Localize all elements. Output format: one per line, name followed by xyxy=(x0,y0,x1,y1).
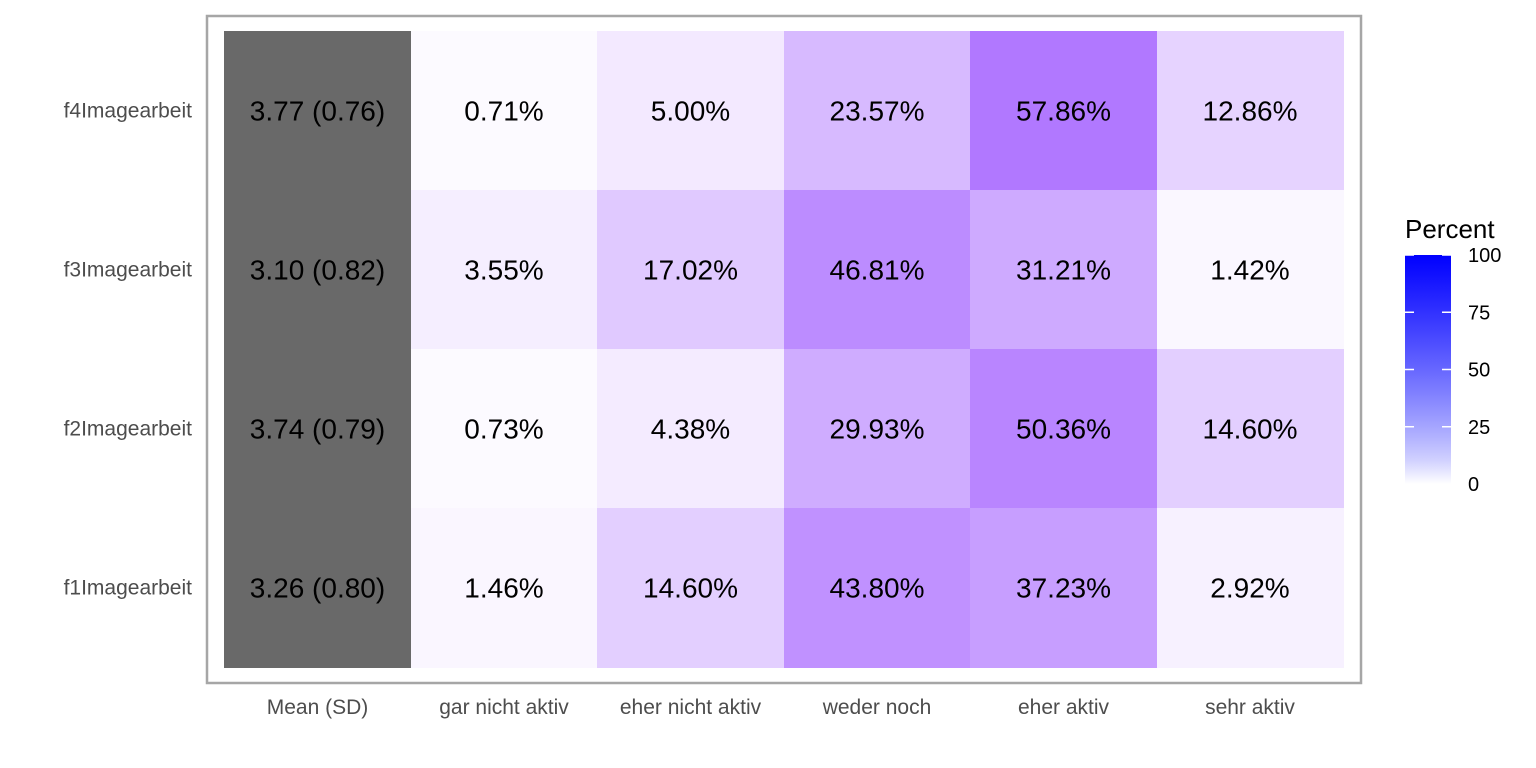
heatmap-cell xyxy=(597,349,785,509)
heatmap-cell-label: 37.23% xyxy=(1016,573,1111,604)
heatmap-cell xyxy=(970,31,1158,191)
mean-cell xyxy=(224,190,412,350)
heatmap-cell-label: 14.60% xyxy=(643,573,738,604)
heatmap-cell-label: 4.38% xyxy=(651,414,730,445)
mean-cell-label: 3.26 (0.80) xyxy=(250,573,385,604)
legend-title: Percent xyxy=(1405,214,1495,244)
color-legend: Percent 0 25 50 75 100 xyxy=(1405,214,1501,496)
heatmap-cell xyxy=(597,31,785,191)
column-label: weder noch xyxy=(822,696,932,719)
mean-cell xyxy=(224,508,412,668)
heatmap-cell-label: 29.93% xyxy=(830,414,925,445)
heatmap-cell xyxy=(784,349,971,509)
mean-cell xyxy=(224,31,412,191)
heatmap-cell-label: 17.02% xyxy=(643,255,738,286)
heatmap-cell-label: 0.73% xyxy=(464,414,543,445)
column-label: eher aktiv xyxy=(1018,696,1110,719)
heatmap-cell xyxy=(784,190,971,350)
heatmap-cell xyxy=(1157,349,1344,509)
legend-tick-label: 0 xyxy=(1468,474,1479,496)
mean-cell-label: 3.10 (0.82) xyxy=(250,255,385,286)
heatmap-cell xyxy=(970,349,1158,509)
heatmap-cell xyxy=(1157,508,1344,668)
column-label: Mean (SD) xyxy=(267,696,369,719)
column-axis-labels: Mean (SD) gar nicht aktiv eher nicht aktiv… xyxy=(267,696,1296,719)
heatmap-cell xyxy=(784,31,971,191)
legend-tick-label: 25 xyxy=(1468,417,1490,439)
heatmap-cell-label: 0.71% xyxy=(464,96,543,127)
legend-ticks: 0 25 50 75 100 xyxy=(1405,245,1501,496)
row-label: f2Imagearbeit xyxy=(64,418,193,441)
heatmap-cell-label: 43.80% xyxy=(830,573,925,604)
legend-tick-label: 100 xyxy=(1468,245,1501,267)
column-label: sehr aktiv xyxy=(1205,696,1295,719)
heatmap-cell xyxy=(411,31,598,191)
row-axis-labels: f4Imagearbeit f3Imagearbeit f2Imagearbeit f… xyxy=(64,100,193,600)
heatmap-cell xyxy=(411,349,598,509)
mean-cell-label: 3.74 (0.79) xyxy=(250,414,385,445)
heatmap-cell-label: 2.92% xyxy=(1210,573,1289,604)
heatmap-cell xyxy=(970,190,1158,350)
heatmap-cell-label: 14.60% xyxy=(1203,414,1298,445)
heatmap-cells: 3.77 (0.76) 0.71% 5.00% 23.57% 57.86% 12.86% 3… xyxy=(224,31,1344,668)
heatmap-cell-label: 23.57% xyxy=(830,96,925,127)
row-label: f1Imagearbeit xyxy=(64,577,193,600)
mean-cell xyxy=(224,349,412,509)
heatmap-cell-label: 1.46% xyxy=(464,573,543,604)
column-label: eher nicht aktiv xyxy=(620,696,762,719)
legend-tick-label: 75 xyxy=(1468,302,1490,324)
heatmap-cell xyxy=(784,508,971,668)
heatmap-cell xyxy=(597,190,785,350)
heatmap-cell xyxy=(411,190,598,350)
heatmap-cell xyxy=(1157,31,1344,191)
heatmap-cell xyxy=(1157,190,1344,350)
heatmap-cell xyxy=(411,508,598,668)
heatmap-cell-label: 12.86% xyxy=(1203,96,1298,127)
mean-cell-label: 3.77 (0.76) xyxy=(250,96,385,127)
heatmap-cell-label: 1.42% xyxy=(1210,255,1289,286)
heatmap-cell xyxy=(970,508,1158,668)
column-label: gar nicht aktiv xyxy=(439,696,569,719)
heatmap-cell-label: 57.86% xyxy=(1016,96,1111,127)
heatmap-cell-label: 46.81% xyxy=(830,255,925,286)
heatmap-cell-label: 3.55% xyxy=(464,255,543,286)
row-label: f3Imagearbeit xyxy=(64,259,193,282)
heatmap-cell xyxy=(597,508,785,668)
heatmap-cell-label: 5.00% xyxy=(651,96,730,127)
heatmap-cell-label: 31.21% xyxy=(1016,255,1111,286)
heatmap-cell-label: 50.36% xyxy=(1016,414,1111,445)
row-label: f4Imagearbeit xyxy=(64,100,193,123)
legend-tick-label: 50 xyxy=(1468,360,1490,382)
panel-border xyxy=(205,14,1363,685)
